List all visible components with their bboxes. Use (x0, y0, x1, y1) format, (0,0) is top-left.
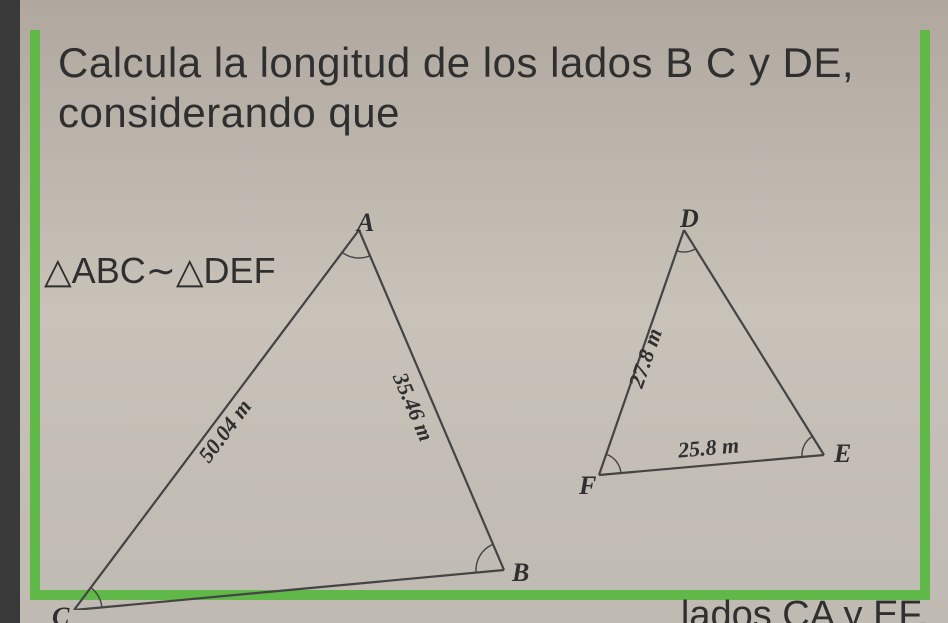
question-line-2: considerando que (58, 89, 400, 136)
diagram-area: ABCDEF50.04 m35.46 m27.8 m25.8 m (44, 210, 924, 610)
vertex-label-C: C (52, 602, 69, 623)
vertex-label-B: B (512, 558, 529, 588)
vertex-label-F: F (579, 471, 596, 501)
triangles-svg (44, 210, 924, 610)
vertex-label-D: D (680, 204, 699, 234)
question-line-1: Calcula la longitud de los lados B C y D… (58, 39, 854, 86)
side-label-FE: 25.8 m (676, 432, 739, 463)
vertex-label-A: A (357, 208, 374, 238)
bottom-cut-text: lados CA y EF, (681, 594, 928, 623)
question-text: Calcula la longitud de los lados B C y D… (58, 38, 902, 139)
vertex-label-E: E (834, 439, 851, 469)
left-dark-bar (0, 0, 20, 623)
